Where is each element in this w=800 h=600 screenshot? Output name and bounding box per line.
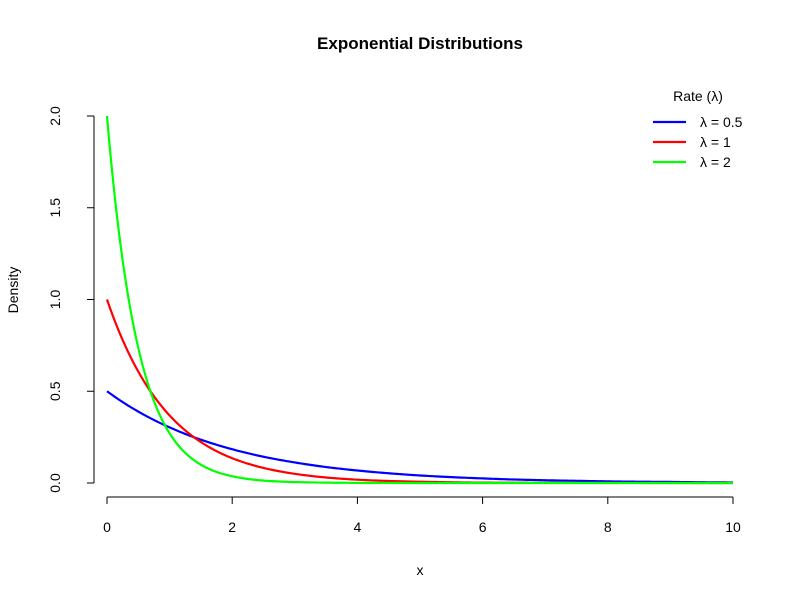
y-axis-ticks: 0.0 0.5 1.0 1.5 2.0 [47,106,94,493]
y-axis: 0.0 0.5 1.0 1.5 2.0 [47,106,95,493]
y-axis-label: Density [5,267,21,314]
y-tick-label: 0.0 [47,473,63,493]
y-tick-label: 1.5 [47,198,63,218]
x-tick-label: 2 [228,519,236,535]
x-axis-label: x [417,562,424,578]
y-tick-label: 2.0 [47,106,63,126]
y-tick-label: 1.0 [47,290,63,310]
y-tick-label: 0.5 [47,381,63,401]
legend: Rate (λ) λ = 0.5 λ = 1 λ = 2 [653,88,743,170]
chart-title: Exponential Distributions [317,34,523,53]
legend-label-1: λ = 0.5 [700,114,743,130]
x-tick-label: 0 [103,519,111,535]
x-tick-label: 6 [479,519,487,535]
x-axis: 0 2 4 6 8 10 [103,496,741,535]
legend-label-2: λ = 1 [700,134,731,150]
series-line-2 [105,299,733,485]
x-tick-label: 8 [604,519,612,535]
legend-items: λ = 0.5 λ = 1 λ = 2 [653,114,743,170]
legend-label-3: λ = 2 [700,154,731,170]
x-axis-ticks: 0 2 4 6 8 10 [103,497,741,535]
legend-title: Rate (λ) [673,88,723,104]
series-lines [105,115,734,485]
series-line-3 [105,115,733,485]
series-line-1 [106,390,734,484]
x-tick-label: 10 [725,519,741,535]
x-tick-label: 4 [354,519,362,535]
